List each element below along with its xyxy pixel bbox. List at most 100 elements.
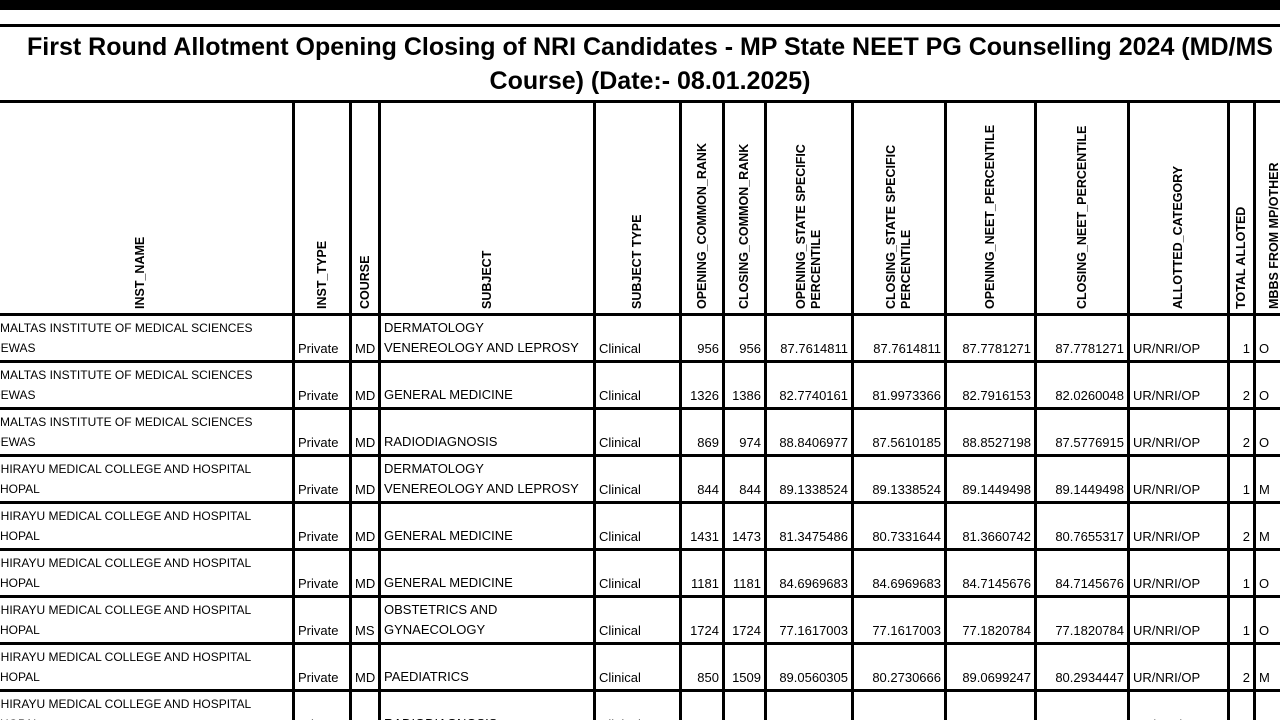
column-header-line: PERCENTILE	[809, 229, 823, 309]
cell-course: MD	[349, 642, 381, 692]
cell-line: DEWAS	[0, 435, 36, 449]
cell-mbbs_from_mp_other: M	[1253, 689, 1280, 720]
column-header-label: INST_NAME	[133, 112, 148, 309]
cell-opening_state_specific_percentile: 81.3475486	[764, 501, 854, 551]
cell-subject: RADIODIAGNOSIS	[378, 689, 596, 720]
column-header-subject_type: SUBJECT TYPE	[593, 100, 682, 316]
column-header-label: SUBJECT	[480, 112, 495, 309]
cell-opening_neet_percentile: 89.0699247	[944, 642, 1037, 692]
cell-opening_neet_percentile: 88.8527198	[944, 407, 1037, 457]
cell-opening_state_specific_percentile: 87.7614811	[764, 313, 854, 363]
page-title-line-2: Course) (Date:- 08.01.2025)	[489, 66, 811, 95]
cell-opening_state_specific_percentile: 89.0560305	[764, 642, 854, 692]
column-header-closing_neet_percentile: CLOSING_NEET_PERCENTILE	[1034, 100, 1130, 316]
column-header-line: CLOSING_STATE SPECIFIC	[884, 144, 898, 309]
cell-line: OBSTETRICS AND	[384, 602, 498, 617]
cell-line: BHOPAL	[0, 714, 289, 720]
cell-closing_common_rank: 1724	[722, 595, 767, 645]
cell-course: MS	[349, 595, 381, 645]
cell-course: MD	[349, 313, 381, 363]
cell-line: GENERAL MEDICINE	[384, 575, 513, 590]
cell-mbbs_from_mp_other: O	[1253, 360, 1280, 410]
cell-course: MD	[349, 548, 381, 598]
cell-subject_type: Clinical	[593, 313, 682, 363]
table-row: CHIRAYU MEDICAL COLLEGE AND HOSPITAL BHOP…	[0, 454, 1280, 504]
column-header-line: ALLOTTED_CATEGORY	[1171, 165, 1185, 309]
cell-total_alloted: 2	[1227, 501, 1256, 551]
cell-inst_type: Private	[292, 407, 352, 457]
cell-inst_name: AMALTAS INSTITUTE OF MEDICAL SCIENCES DEW…	[0, 360, 295, 410]
cell-closing_neet_percentile: 82.0260048	[1034, 360, 1130, 410]
table-row: AMALTAS INSTITUTE OF MEDICAL SCIENCES DEW…	[0, 313, 1280, 363]
cell-opening_common_rank: 869	[679, 407, 725, 457]
cell-subject_type: Clinical	[593, 548, 682, 598]
cell-line: DEWAS	[0, 388, 36, 402]
column-header-line: INST_TYPE	[314, 240, 329, 309]
cell-closing_neet_percentile: 80.2934447	[1034, 642, 1130, 692]
cell-line: GENERAL MEDICINE	[384, 528, 513, 543]
cell-line: VENEREOLOGY AND LEPROSY	[384, 340, 579, 355]
cell-inst_name: CHIRAYU MEDICAL COLLEGE AND HOSPITAL BHOP…	[0, 642, 295, 692]
cell-closing_state_specific_percentile: 80.2730666	[851, 642, 947, 692]
cell-mbbs_from_mp_other: O	[1253, 595, 1280, 645]
column-header-line: INST_NAME	[133, 236, 147, 309]
column-header-line: OPENING_STATE SPECIFIC	[794, 144, 808, 309]
cell-opening_common_rank: 850	[679, 642, 725, 692]
column-header-line: OPENING_NEET_PERCENTILE	[983, 124, 997, 309]
table-row: CHIRAYU MEDICAL COLLEGE AND HOSPITAL BHOP…	[0, 501, 1280, 551]
cell-mbbs_from_mp_other: O	[1253, 548, 1280, 598]
cell-line: AMALTAS INSTITUTE OF MEDICAL SCIENCES	[0, 321, 253, 335]
cell-opening_neet_percentile: 81.3660742	[944, 501, 1037, 551]
cell-line: VENEREOLOGY AND LEPROSY	[384, 481, 579, 496]
cell-opening_state_specific_percentile: 82.7740161	[764, 360, 854, 410]
table-row: AMALTAS INSTITUTE OF MEDICAL SCIENCES DEW…	[0, 407, 1280, 457]
column-header-line: CLOSING_NEET_PERCENTILE	[1074, 125, 1089, 309]
cell-line: BHOPAL	[0, 576, 40, 590]
cell-line: BHOPAL	[0, 670, 40, 684]
cell-line: CHIRAYU MEDICAL COLLEGE AND HOSPITAL	[0, 697, 252, 711]
cell-total_alloted: 1	[1227, 454, 1256, 504]
allotment-table: INST_NAME INST_TYPE COURSE SUBJECT SUBJECT T…	[0, 100, 1280, 720]
column-header-closing_common_rank: CLOSING_COMMON_RANK	[722, 100, 767, 316]
cell-line: BHOPAL	[0, 529, 40, 543]
column-header-label: INST_TYPE	[315, 112, 330, 309]
cell-mbbs_from_mp_other: M	[1253, 501, 1280, 551]
cell-line: GYNAECOLOGY	[384, 622, 486, 637]
cell-subject: DERMATOLOGY VENEREOLOGY AND LEPROSY	[378, 454, 596, 504]
cell-inst_type: Private	[292, 360, 352, 410]
cell-closing_state_specific_percentile: 77.1617003	[851, 595, 947, 645]
cell-opening_state_specific_percentile: 74.3689734	[764, 689, 854, 720]
cell-subject_type: Clinical	[593, 595, 682, 645]
cell-inst_name: CHIRAYU MEDICAL COLLEGE AND HOSPITAL BHOP…	[0, 501, 295, 551]
pdf-page: First Round Allotment Opening Closing of…	[0, 24, 1280, 720]
cell-line: AMALTAS INSTITUTE OF MEDICAL SCIENCES	[0, 415, 253, 429]
cell-closing_common_rank: 956	[722, 313, 767, 363]
cell-allotted_category: UR/NRI/OP	[1127, 313, 1230, 363]
column-header-label: TOTAL ALLOTED	[1234, 112, 1249, 309]
cell-subject_type: Clinical	[593, 642, 682, 692]
cell-line: BHOPAL	[0, 623, 40, 637]
cell-line: CHIRAYU MEDICAL COLLEGE AND HOSPITAL	[0, 650, 252, 664]
cell-opening_common_rank: 1181	[679, 548, 725, 598]
cell-closing_neet_percentile: 77.1820784	[1034, 595, 1130, 645]
cell-inst_type: Private	[292, 501, 352, 551]
cell-allotted_category: UR/NRI/OP	[1127, 595, 1230, 645]
header-row: INST_NAME INST_TYPE COURSE SUBJECT SUBJECT T…	[0, 100, 1280, 316]
column-header-inst_type: INST_TYPE	[292, 100, 352, 316]
column-header-label: CLOSING_COMMON_RANK	[737, 112, 752, 309]
column-header-opening_neet_percentile: OPENING_NEET_PERCENTILE	[944, 100, 1037, 316]
column-header-line: SUBJECT	[479, 250, 494, 309]
cell-closing_common_rank: 1473	[722, 501, 767, 551]
cell-course: MD	[349, 454, 381, 504]
cell-subject_type: Clinical	[593, 360, 682, 410]
column-header-closing_state_specific_percentile: CLOSING_STATE SPECIFIC PERCENTILE	[851, 100, 947, 316]
cell-line: BHOPAL	[0, 482, 40, 496]
cell-subject_type: Clinical	[593, 501, 682, 551]
column-header-label: COURSE	[358, 112, 373, 309]
cell-inst_type: Private	[292, 548, 352, 598]
cell-opening_state_specific_percentile: 89.1338524	[764, 454, 854, 504]
cell-line: CHIRAYU MEDICAL COLLEGE AND HOSPITAL	[0, 462, 252, 476]
cell-allotted_category: UR/NRI/OP	[1127, 642, 1230, 692]
cell-opening_common_rank: 956	[679, 313, 725, 363]
cell-line: DERMATOLOGY	[384, 320, 484, 335]
